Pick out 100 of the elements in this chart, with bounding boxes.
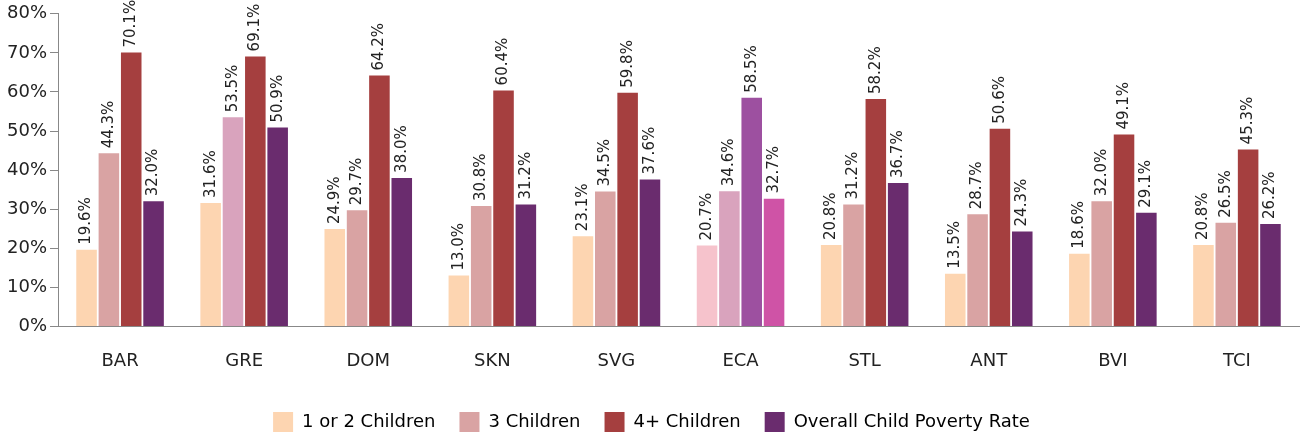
data-label: 44.3% bbox=[98, 100, 117, 149]
data-label: 18.6% bbox=[1069, 201, 1088, 249]
bar bbox=[639, 179, 661, 326]
data-label: 69.1% bbox=[245, 3, 264, 52]
data-label: 45.3% bbox=[1238, 96, 1257, 145]
bar bbox=[887, 183, 909, 326]
data-label: 13.0% bbox=[448, 222, 467, 271]
y-tick-label: 40% bbox=[6, 157, 48, 179]
bar bbox=[493, 90, 514, 326]
bar bbox=[572, 236, 594, 326]
bar bbox=[944, 273, 966, 326]
data-label: 38.0% bbox=[391, 125, 410, 173]
y-tick-label: 30% bbox=[6, 196, 48, 218]
x-tick-label: TCI bbox=[1222, 348, 1251, 370]
data-label: 64.2% bbox=[369, 22, 388, 71]
bar bbox=[324, 229, 346, 326]
bar bbox=[595, 191, 616, 326]
bar bbox=[346, 210, 368, 326]
data-label: 36.7% bbox=[888, 130, 907, 178]
bar bbox=[222, 117, 244, 326]
data-label: 31.2% bbox=[515, 151, 534, 200]
data-label: 34.5% bbox=[595, 138, 614, 187]
bar bbox=[391, 177, 413, 326]
y-tick-label: 70% bbox=[6, 40, 48, 62]
data-label: 23.1% bbox=[572, 183, 591, 232]
y-tick-label: 50% bbox=[6, 118, 48, 140]
x-tick-label: BAR bbox=[101, 348, 139, 370]
data-label: 31.2% bbox=[843, 151, 862, 200]
data-label: 53.5% bbox=[222, 64, 241, 113]
x-tick-label: DOM bbox=[346, 348, 391, 370]
x-tick-label: SKN bbox=[474, 348, 511, 370]
bar bbox=[1215, 222, 1237, 326]
y-tick-label: 10% bbox=[6, 275, 48, 296]
data-label: 60.4% bbox=[493, 37, 512, 86]
data-label: 50.9% bbox=[267, 74, 286, 123]
y-tick-label: 60% bbox=[6, 79, 48, 101]
bar bbox=[967, 214, 988, 326]
bar bbox=[448, 275, 470, 326]
bar bbox=[1193, 245, 1214, 326]
data-label: 24.9% bbox=[324, 176, 343, 225]
bar bbox=[719, 191, 740, 326]
y-tick-label: 0% bbox=[18, 314, 48, 336]
y-tick-label: 20% bbox=[6, 235, 48, 257]
bar bbox=[1237, 149, 1259, 326]
bar bbox=[989, 128, 1011, 326]
bar bbox=[369, 75, 390, 326]
x-tick-label: BVI bbox=[1098, 348, 1128, 370]
legend-label: Overall Child Poverty Rate bbox=[793, 409, 1030, 431]
bar bbox=[143, 201, 164, 326]
bar bbox=[120, 52, 142, 326]
bar bbox=[515, 204, 537, 326]
data-label: 20.8% bbox=[1193, 192, 1212, 241]
data-label: 29.1% bbox=[1136, 160, 1155, 208]
data-label: 34.6% bbox=[719, 138, 738, 187]
bar bbox=[1069, 253, 1090, 326]
data-label: 31.6% bbox=[200, 150, 219, 198]
bar bbox=[245, 56, 266, 326]
data-label: 58.5% bbox=[741, 45, 760, 93]
data-label: 32.0% bbox=[1091, 148, 1110, 197]
bar bbox=[617, 92, 638, 326]
data-label: 50.6% bbox=[989, 76, 1008, 124]
data-label: 24.3% bbox=[1012, 178, 1031, 227]
bar bbox=[763, 198, 785, 326]
data-label: 28.7% bbox=[967, 161, 986, 210]
data-label: 70.1% bbox=[121, 0, 140, 48]
bar bbox=[76, 249, 97, 326]
bar bbox=[1136, 212, 1157, 326]
x-tick-label: ANT bbox=[970, 348, 1009, 370]
x-tick-label: STL bbox=[848, 348, 881, 370]
bar bbox=[200, 202, 221, 326]
data-label: 19.6% bbox=[76, 197, 95, 245]
bar bbox=[843, 204, 864, 326]
data-label: 30.8% bbox=[471, 153, 490, 202]
bar bbox=[98, 153, 120, 326]
x-tick-label: SVG bbox=[597, 348, 636, 370]
bar bbox=[1091, 201, 1112, 326]
bar bbox=[1260, 224, 1281, 326]
bar bbox=[865, 98, 887, 326]
legend-label: 1 or 2 Children bbox=[302, 409, 436, 431]
bar bbox=[267, 127, 288, 326]
data-label: 20.7% bbox=[696, 192, 715, 241]
data-label: 32.0% bbox=[143, 148, 162, 197]
data-label: 20.8% bbox=[821, 192, 840, 241]
legend-label: 3 Children bbox=[488, 409, 581, 431]
data-label: 58.2% bbox=[865, 46, 884, 94]
data-label: 37.6% bbox=[639, 126, 658, 175]
data-label: 59.8% bbox=[617, 40, 636, 88]
bar bbox=[470, 206, 492, 326]
bar bbox=[696, 245, 718, 326]
data-label: 13.5% bbox=[945, 220, 964, 269]
data-label: 32.7% bbox=[763, 145, 782, 194]
data-label: 49.1% bbox=[1113, 81, 1132, 130]
bar bbox=[1011, 231, 1033, 326]
y-tick-label: 80% bbox=[6, 1, 48, 23]
data-label: 26.2% bbox=[1260, 171, 1279, 220]
x-tick-label: GRE bbox=[225, 348, 264, 370]
data-label: 26.5% bbox=[1215, 170, 1234, 218]
x-tick-label: ECA bbox=[722, 348, 760, 370]
bar bbox=[1113, 134, 1135, 326]
legend-label: 4+ Children bbox=[633, 409, 741, 431]
